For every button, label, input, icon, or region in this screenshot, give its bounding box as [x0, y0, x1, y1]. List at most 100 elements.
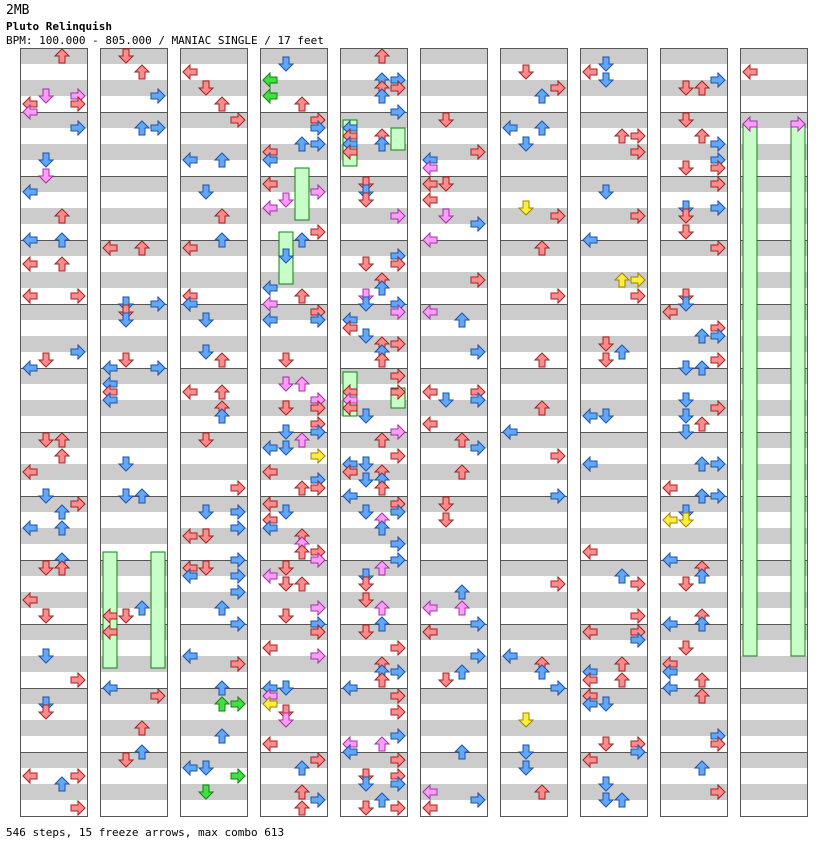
- step-arrow: [150, 87, 166, 105]
- step-arrow: [293, 576, 311, 592]
- beat-band: [420, 624, 488, 640]
- beat-band: [660, 688, 728, 704]
- step-arrow: [597, 352, 615, 368]
- chart-column: [500, 48, 568, 817]
- beat-band: [420, 256, 488, 272]
- measure-box: [660, 752, 728, 817]
- beat-band: [340, 240, 408, 256]
- step-arrow: [677, 208, 695, 224]
- beat-band: [260, 784, 328, 800]
- step-arrow: [550, 487, 566, 505]
- step-arrow: [470, 791, 486, 809]
- beat-band: [180, 672, 248, 688]
- step-arrow: [262, 495, 278, 513]
- step-arrow: [453, 464, 471, 480]
- beat-band: [260, 656, 328, 672]
- beat-band: [180, 560, 248, 576]
- beat-band: [100, 672, 168, 688]
- step-arrow: [262, 87, 278, 105]
- beat-band: [260, 384, 328, 400]
- beat-band: [740, 80, 808, 96]
- beat-band: [340, 432, 408, 448]
- step-arrow: [213, 208, 231, 224]
- beat-band: [580, 624, 648, 640]
- beat-band: [260, 48, 328, 64]
- beat-band: [660, 48, 728, 64]
- step-arrow: [102, 679, 118, 697]
- beat-band: [660, 80, 728, 96]
- step-arrow: [197, 432, 215, 448]
- beat-band: [260, 288, 328, 304]
- step-arrow: [182, 383, 198, 401]
- step-arrow: [710, 327, 726, 345]
- step-arrow: [230, 503, 246, 521]
- step-arrow: [582, 63, 598, 81]
- step-arrow: [262, 735, 278, 753]
- beat-band: [420, 448, 488, 464]
- beat-band: [580, 128, 648, 144]
- step-arrow: [790, 115, 806, 133]
- beat-band: [260, 112, 328, 128]
- step-arrow: [437, 672, 455, 688]
- step-arrow: [533, 664, 551, 680]
- beat-band: [180, 400, 248, 416]
- beat-band: [500, 192, 568, 208]
- beat-band: [340, 352, 408, 368]
- step-arrow: [517, 712, 535, 728]
- step-arrow: [37, 608, 55, 624]
- beat-band: [580, 336, 648, 352]
- step-arrow: [550, 447, 566, 465]
- beat-band: [340, 288, 408, 304]
- beat-band: [660, 336, 728, 352]
- beat-band: [500, 560, 568, 576]
- beat-band: [340, 320, 408, 336]
- beat-band: [660, 192, 728, 208]
- step-arrow: [390, 303, 406, 321]
- step-arrow: [613, 272, 631, 288]
- beat-band: [340, 96, 408, 112]
- step-arrow: [293, 784, 311, 800]
- step-arrow: [37, 704, 55, 720]
- beat-band: [260, 672, 328, 688]
- beat-band: [340, 192, 408, 208]
- freeze-body: [390, 127, 406, 151]
- step-arrow: [70, 671, 86, 689]
- step-arrow: [133, 240, 151, 256]
- step-arrow: [53, 504, 71, 520]
- beat-band: [20, 272, 88, 288]
- step-arrow: [502, 647, 518, 665]
- beat-band: [260, 304, 328, 320]
- step-arrow: [422, 783, 438, 801]
- beat-band: [500, 320, 568, 336]
- beat-band: [740, 752, 808, 768]
- step-arrow: [277, 352, 295, 368]
- beat-band: [20, 448, 88, 464]
- step-arrow: [293, 480, 311, 496]
- step-arrow: [437, 112, 455, 128]
- step-arrow: [390, 775, 406, 793]
- step-arrow: [182, 239, 198, 257]
- beat-band: [420, 368, 488, 384]
- beat-band: [100, 688, 168, 704]
- step-arrow: [373, 432, 391, 448]
- beat-band: [580, 224, 648, 240]
- beat-band: [180, 384, 248, 400]
- beat-band: [660, 544, 728, 560]
- step-arrow: [310, 647, 326, 665]
- beat-band: [260, 512, 328, 528]
- beat-band: [100, 480, 168, 496]
- beat-band: [180, 528, 248, 544]
- step-arrow: [117, 48, 135, 64]
- beat-band: [260, 464, 328, 480]
- step-arrow: [133, 744, 151, 760]
- beat-band: [500, 544, 568, 560]
- beat-band: [20, 64, 88, 80]
- chart-column: [180, 48, 248, 817]
- beat-band: [420, 112, 488, 128]
- step-arrow: [230, 551, 246, 569]
- step-arrow: [373, 280, 391, 296]
- step-arrow: [102, 391, 118, 409]
- beat-band: [740, 704, 808, 720]
- step-arrow: [293, 288, 311, 304]
- beat-band: [660, 704, 728, 720]
